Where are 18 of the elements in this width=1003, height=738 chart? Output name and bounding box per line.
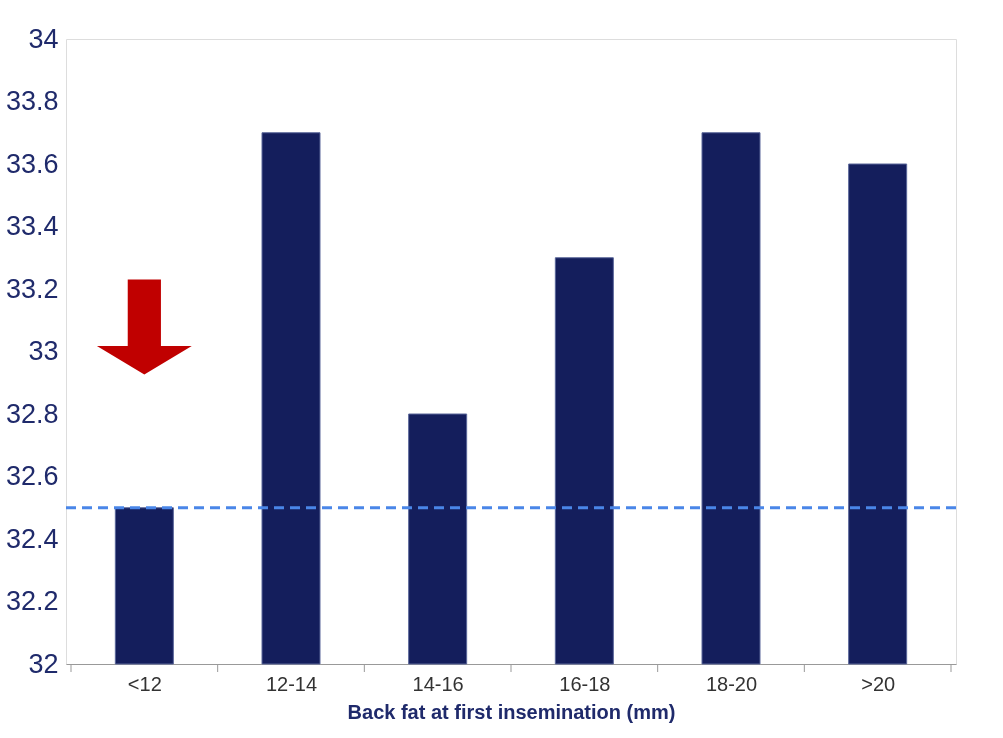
x-tick-label: 16-18: [559, 672, 611, 695]
x-tick-label: <12: [127, 672, 162, 695]
x-tick-label: 12-14: [265, 672, 318, 695]
x-tick-label: 18-20: [705, 672, 758, 695]
x-tick-label: 14-16: [412, 672, 464, 695]
x-tick-label: >20: [861, 672, 896, 695]
y-tick-label: 33.6: [5, 148, 59, 179]
y-tick-label: 32.4: [5, 523, 59, 554]
x-axis-title: Back fat at first insemination (mm): [347, 700, 676, 723]
y-tick-label: 32.6: [5, 461, 59, 491]
y-tick-label: 32: [28, 648, 59, 679]
y-tick-label: 33.8: [5, 86, 59, 116]
y-tick-label: 33: [28, 336, 59, 366]
y-tick-label: 32.8: [5, 398, 59, 429]
y-tick-label: 34: [28, 23, 59, 54]
y-tick-label: 33.4: [5, 211, 59, 241]
y-tick-label: 33.2: [5, 273, 59, 304]
y-tick-label: 32.2: [5, 586, 59, 616]
